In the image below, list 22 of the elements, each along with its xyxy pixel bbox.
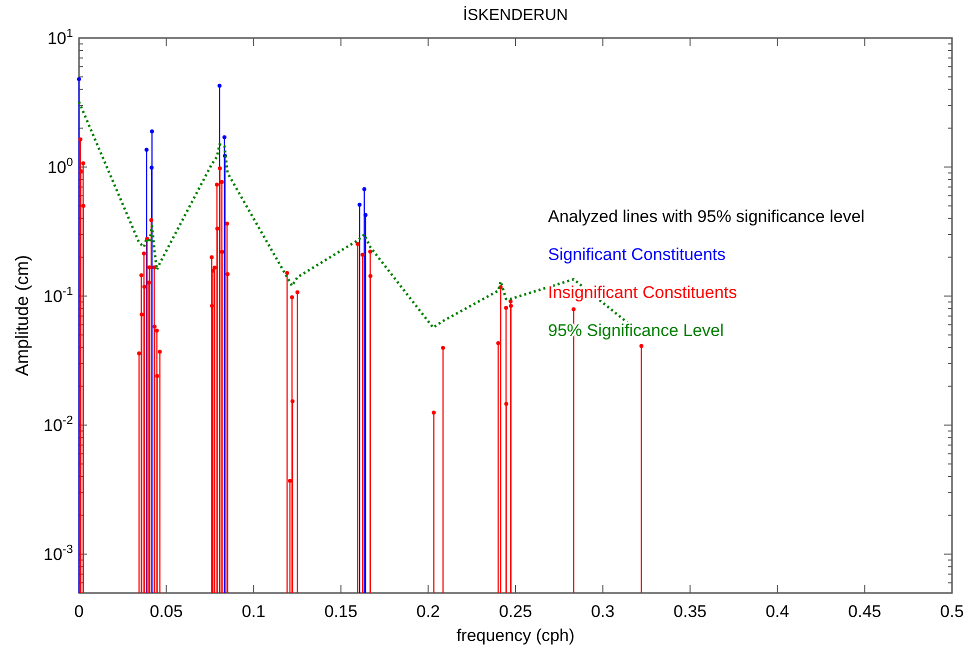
x-tick-label: 0.5 <box>940 602 964 621</box>
text: Significant Constituents <box>548 245 726 264</box>
x-tick-label: 0.1 <box>242 602 266 621</box>
y-axis-title: Amplitude (cm) <box>12 254 32 376</box>
y-tick-label: 10$^{-2}$ <box>44 413 74 436</box>
x-tick-label: 0.45 <box>848 602 882 621</box>
y-tick-label: 10$^{0}$ <box>47 155 74 178</box>
x-tick-label: 0.4 <box>766 602 790 621</box>
y-tick-label: 10$^{-1}$ <box>44 284 74 306</box>
y-tick-label: 10$^{-3}$ <box>44 542 74 564</box>
x-tick-label: 0.2 <box>416 602 440 621</box>
x-tick-label: 0.05 <box>150 602 183 621</box>
x-tick-label: 0.15 <box>324 602 358 621</box>
series-label: Insignificant Constituents <box>548 283 737 302</box>
x-axis-title: frequency (cph) <box>456 626 575 645</box>
y-tick-label: 10$^{1}$ <box>47 26 74 48</box>
x-tick-label: 0 <box>74 602 84 621</box>
chart-title: İSKENDERUN <box>463 6 568 24</box>
x-tick-label: 0.35 <box>674 602 707 621</box>
x-tick-label: 0.3 <box>590 602 615 621</box>
legend-title: Analyzed lines with 95% significance level <box>548 207 865 226</box>
x-tick-label: 0.25 <box>498 602 532 621</box>
